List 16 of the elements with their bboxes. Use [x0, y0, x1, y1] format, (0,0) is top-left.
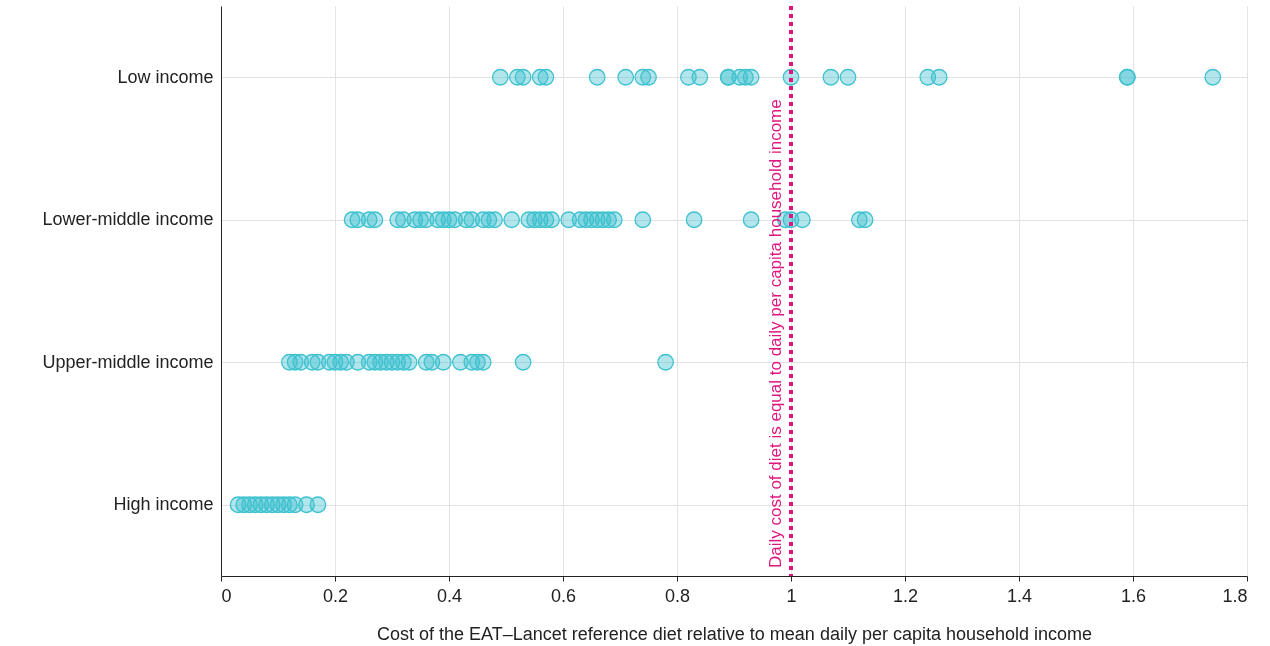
- x-tick-label: 0.8: [664, 585, 691, 606]
- x-tick-label: 1: [786, 585, 797, 606]
- x-tick-label: 1.8: [1222, 585, 1248, 606]
- y-tick-label: High income: [113, 494, 214, 515]
- y-tick-label: Low income: [117, 66, 214, 87]
- x-tick-label: 0.4: [436, 585, 463, 606]
- x-tick-label: 0.6: [550, 585, 577, 606]
- y-tick-label: Upper-middle income: [42, 351, 214, 372]
- x-tick-label: 1.6: [1120, 585, 1147, 606]
- x-tick-label: 0: [221, 585, 232, 606]
- ref-line-label: Daily cost of diet is equal to daily per capita household income: [766, 99, 785, 568]
- x-tick-label: 1.4: [1006, 585, 1033, 606]
- x-tick-label: 0.2: [322, 585, 349, 606]
- x-tick-label: 1.2: [892, 585, 919, 606]
- x-axis-title: Cost of the EAT–Lancet reference diet relative to mean daily per capita household income: [376, 623, 1093, 644]
- y-tick-label: Lower-middle income: [42, 209, 214, 230]
